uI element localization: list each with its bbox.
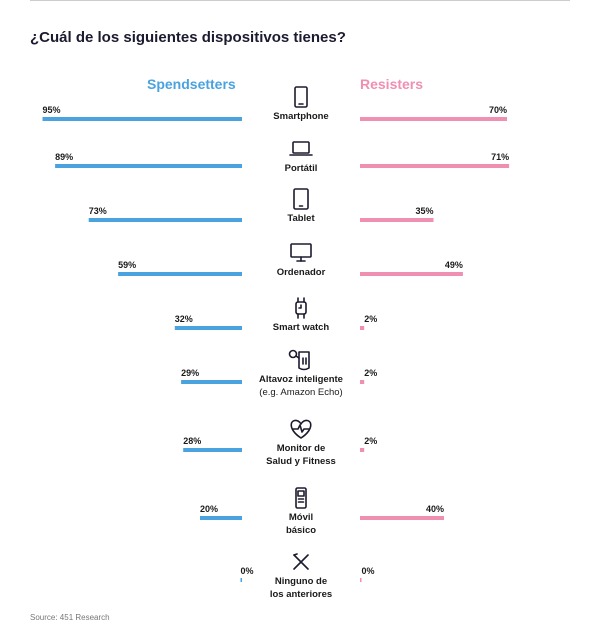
bar-spendsetters <box>55 164 242 168</box>
value-label-resisters: 40% <box>426 504 444 514</box>
value-label-spendsetters: 29% <box>181 368 199 378</box>
bar-resisters <box>360 218 434 222</box>
category-label: Altavoz inteligente <box>259 374 343 385</box>
heart-pulse-icon <box>290 419 312 439</box>
bar-resisters <box>360 272 463 276</box>
bar-spendsetters <box>200 516 242 520</box>
category-sublabel: (e.g. Amazon Echo) <box>259 387 342 398</box>
legend-resisters: Resisters <box>360 76 424 92</box>
value-label-spendsetters: 73% <box>89 206 107 216</box>
bar-spendsetters <box>118 272 242 276</box>
value-label-spendsetters: 89% <box>55 152 73 162</box>
tablet-icon <box>293 188 309 210</box>
value-label-resisters: 71% <box>491 152 509 162</box>
bar-resisters <box>360 326 365 330</box>
bar-spendsetters <box>42 117 242 121</box>
value-label-spendsetters: 32% <box>175 314 193 324</box>
bar-spendsetters <box>88 218 242 222</box>
value-label-resisters: 2% <box>364 368 377 378</box>
category-label: los anteriores <box>270 589 332 600</box>
bar-spendsetters <box>183 448 242 452</box>
laptop-icon <box>289 141 313 156</box>
monitor-icon <box>290 243 312 262</box>
smart-speaker-icon <box>288 349 310 371</box>
source-note: Source: 451 Research <box>30 613 110 622</box>
category-label: Salud y Fitness <box>266 456 336 467</box>
category-label: básico <box>286 525 316 536</box>
category-label: Tablet <box>287 213 315 224</box>
value-label-resisters: 35% <box>415 206 433 216</box>
bar-resisters <box>360 117 507 121</box>
category-label: Monitor de <box>277 443 326 454</box>
value-label-spendsetters: 28% <box>183 436 201 446</box>
smartwatch-icon <box>295 297 307 319</box>
bar-resisters <box>360 516 444 520</box>
bar-spendsetters <box>181 380 242 384</box>
category-label: Smart watch <box>273 322 330 333</box>
legend-spendsetters: Spendsetters <box>147 76 236 92</box>
bar-resisters <box>360 578 362 582</box>
category-label: Móvil <box>289 512 313 523</box>
category-label: Ordenador <box>277 267 326 278</box>
value-label-spendsetters: 59% <box>118 260 136 270</box>
category-label: Smartphone <box>273 111 328 122</box>
value-label-spendsetters: 0% <box>241 566 254 576</box>
bar-resisters <box>360 448 365 452</box>
value-label-resisters: 2% <box>364 436 377 446</box>
value-label-resisters: 70% <box>489 105 507 115</box>
chart-title: ¿Cuál de los siguientes dispositivos tie… <box>30 29 346 46</box>
bar-spendsetters <box>174 326 242 330</box>
value-label-spendsetters: 20% <box>200 504 218 514</box>
category-label: Ninguno de <box>275 576 327 587</box>
value-label-resisters: 49% <box>445 260 463 270</box>
value-label-spendsetters: 95% <box>43 105 61 115</box>
value-label-resisters: 0% <box>362 566 375 576</box>
basic-phone-icon <box>295 487 307 509</box>
smartphone-icon <box>294 86 308 108</box>
top-divider <box>30 0 570 1</box>
bar-spendsetters <box>240 578 242 582</box>
bar-resisters <box>360 164 510 168</box>
value-label-resisters: 2% <box>364 314 377 324</box>
category-label: Portátil <box>285 163 318 174</box>
cross-icon <box>293 553 309 570</box>
bar-resisters <box>360 380 365 384</box>
